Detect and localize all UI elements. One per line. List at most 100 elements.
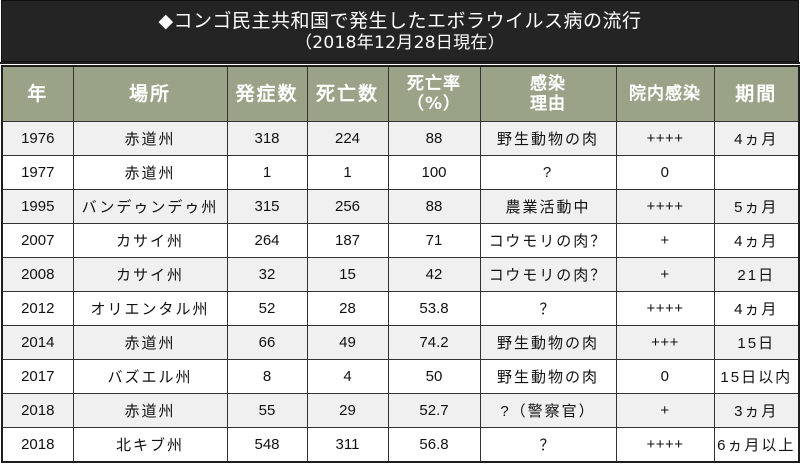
cell-deaths: 311 — [306, 427, 389, 463]
cell-deaths: 224 — [306, 121, 389, 156]
cell-nosocomial: + — [615, 393, 715, 428]
title-banner: ◆コンゴ民主共和国で発生したエボラウイルス病の流行 （2018年12月28日現在… — [1, 0, 799, 62]
cell-place: バズエル州 — [72, 359, 228, 394]
header-fatality-rate: 死亡率 （%） — [387, 65, 481, 122]
cell-nosocomial: +++ — [615, 325, 715, 360]
cell-place: 赤道州 — [72, 393, 228, 428]
cell-year: 1995 — [1, 189, 74, 224]
cell-year: 2008 — [1, 257, 74, 292]
table-row: 2018 北キブ州 548 311 56.8 ？ ++++ 6ヵ月以上 — [1, 427, 800, 463]
table-row: 2017 バズエル州 8 4 50 野生動物の肉 0 15日以内 — [1, 359, 800, 394]
cell-reason: ?（警察官） — [479, 393, 617, 428]
cell-deaths: 4 — [306, 359, 389, 394]
cell-nosocomial: ++++ — [615, 291, 715, 326]
cell-nosocomial: + — [615, 257, 715, 292]
cell-period: 15日 — [713, 325, 800, 360]
cell-year: 1976 — [1, 121, 74, 156]
cell-reason: コウモリの肉？ — [479, 257, 617, 292]
cell-reason: コウモリの肉？ — [479, 223, 617, 258]
cell-period: 4ヵ月 — [713, 291, 800, 326]
cell-deaths: 15 — [306, 257, 389, 292]
ebola-outbreak-table: 年 場所 発症数 死亡数 死亡率 （%） 感染 理由 院内感染 期間 1976 … — [1, 65, 800, 463]
header-deaths: 死亡数 — [306, 65, 389, 122]
table-row: 1976 赤道州 318 224 88 野生動物の肉 ++++ 4ヵ月 — [1, 121, 800, 156]
cell-cases: 52 — [226, 291, 308, 326]
cell-nosocomial: ++++ — [615, 121, 715, 156]
cell-cases: 32 — [226, 257, 308, 292]
cell-period: 3ヵ月 — [713, 393, 800, 428]
cell-nosocomial: ++++ — [615, 427, 715, 463]
cell-deaths: 256 — [306, 189, 389, 224]
cell-year: 2014 — [1, 325, 74, 360]
header-rate-line1: 死亡率 — [407, 74, 461, 94]
table-row: 2014 赤道州 66 49 74.2 野生動物の肉 +++ 15日 — [1, 325, 800, 360]
cell-nosocomial: 0 — [615, 359, 715, 394]
cell-place: カサイ州 — [72, 223, 228, 258]
cell-year: 1977 — [1, 155, 74, 190]
cell-cases: 315 — [226, 189, 308, 224]
cell-nosocomial: 0 — [615, 155, 715, 190]
cell-rate: 56.8 — [387, 427, 481, 463]
cell-rate: 74.2 — [387, 325, 481, 360]
cell-year: 2007 — [1, 223, 74, 258]
cell-deaths: 187 — [306, 223, 389, 258]
cell-cases: 55 — [226, 393, 308, 428]
cell-year: 2018 — [1, 427, 74, 463]
table-row: 1977 赤道州 1 1 100 ? 0 — [1, 155, 800, 190]
cell-year: 2018 — [1, 393, 74, 428]
title-divider — [0, 62, 800, 64]
cell-place: 赤道州 — [72, 325, 228, 360]
cell-reason: ？ — [479, 291, 617, 326]
cell-cases: 1 — [226, 155, 308, 190]
cell-period — [713, 155, 800, 190]
cell-year: 2017 — [1, 359, 74, 394]
cell-place: 北キブ州 — [72, 427, 228, 463]
cell-period: 4ヵ月 — [713, 223, 800, 258]
cell-period: 15日以内 — [713, 359, 800, 394]
header-row: 年 場所 発症数 死亡数 死亡率 （%） 感染 理由 院内感染 期間 — [1, 65, 800, 122]
cell-period: 21日 — [713, 257, 800, 292]
table-row: 2008 カサイ州 32 15 42 コウモリの肉？ + 21日 — [1, 257, 800, 292]
cell-deaths: 29 — [306, 393, 389, 428]
cell-cases: 264 — [226, 223, 308, 258]
header-rate-line2: （%） — [406, 94, 462, 114]
cell-reason: 野生動物の肉 — [479, 121, 617, 156]
header-year: 年 — [1, 65, 74, 122]
header-place: 場所 — [72, 65, 228, 122]
cell-place: オリエンタル州 — [72, 291, 228, 326]
cell-rate: 50 — [387, 359, 481, 394]
cell-cases: 548 — [226, 427, 308, 463]
title-date: （2018年12月28日現在） — [294, 33, 506, 53]
cell-year: 2012 — [1, 291, 74, 326]
cell-cases: 318 — [226, 121, 308, 156]
table-row: 2018 赤道州 55 29 52.7 ?（警察官） + 3ヵ月 — [1, 393, 800, 428]
cell-rate: 100 — [387, 155, 481, 190]
cell-deaths: 28 — [306, 291, 389, 326]
cell-reason: ? — [479, 155, 617, 190]
cell-deaths: 49 — [306, 325, 389, 360]
cell-period: 6ヵ月以上 — [713, 427, 800, 463]
header-nosocomial: 院内感染 — [615, 65, 715, 122]
cell-nosocomial: ++++ — [615, 189, 715, 224]
cell-period: 4ヵ月 — [713, 121, 800, 156]
header-infection-reason: 感染 理由 — [479, 65, 617, 122]
cell-place: バンデゥンデゥ州 — [72, 189, 228, 224]
cell-reason: ？ — [479, 427, 617, 463]
header-cases: 発症数 — [226, 65, 308, 122]
cell-rate: 52.7 — [387, 393, 481, 428]
cell-deaths: 1 — [306, 155, 389, 190]
cell-cases: 8 — [226, 359, 308, 394]
header-period: 期間 — [713, 65, 800, 122]
cell-place: 赤道州 — [72, 121, 228, 156]
table-row: 2007 カサイ州 264 187 71 コウモリの肉？ + 4ヵ月 — [1, 223, 800, 258]
cell-rate: 53.8 — [387, 291, 481, 326]
cell-reason: 野生動物の肉 — [479, 325, 617, 360]
table-row: 2012 オリエンタル州 52 28 53.8 ？ ++++ 4ヵ月 — [1, 291, 800, 326]
cell-rate: 88 — [387, 189, 481, 224]
cell-rate: 71 — [387, 223, 481, 258]
cell-rate: 42 — [387, 257, 481, 292]
cell-nosocomial: + — [615, 223, 715, 258]
cell-reason: 農業活動中 — [479, 189, 617, 224]
cell-rate: 88 — [387, 121, 481, 156]
cell-place: 赤道州 — [72, 155, 228, 190]
